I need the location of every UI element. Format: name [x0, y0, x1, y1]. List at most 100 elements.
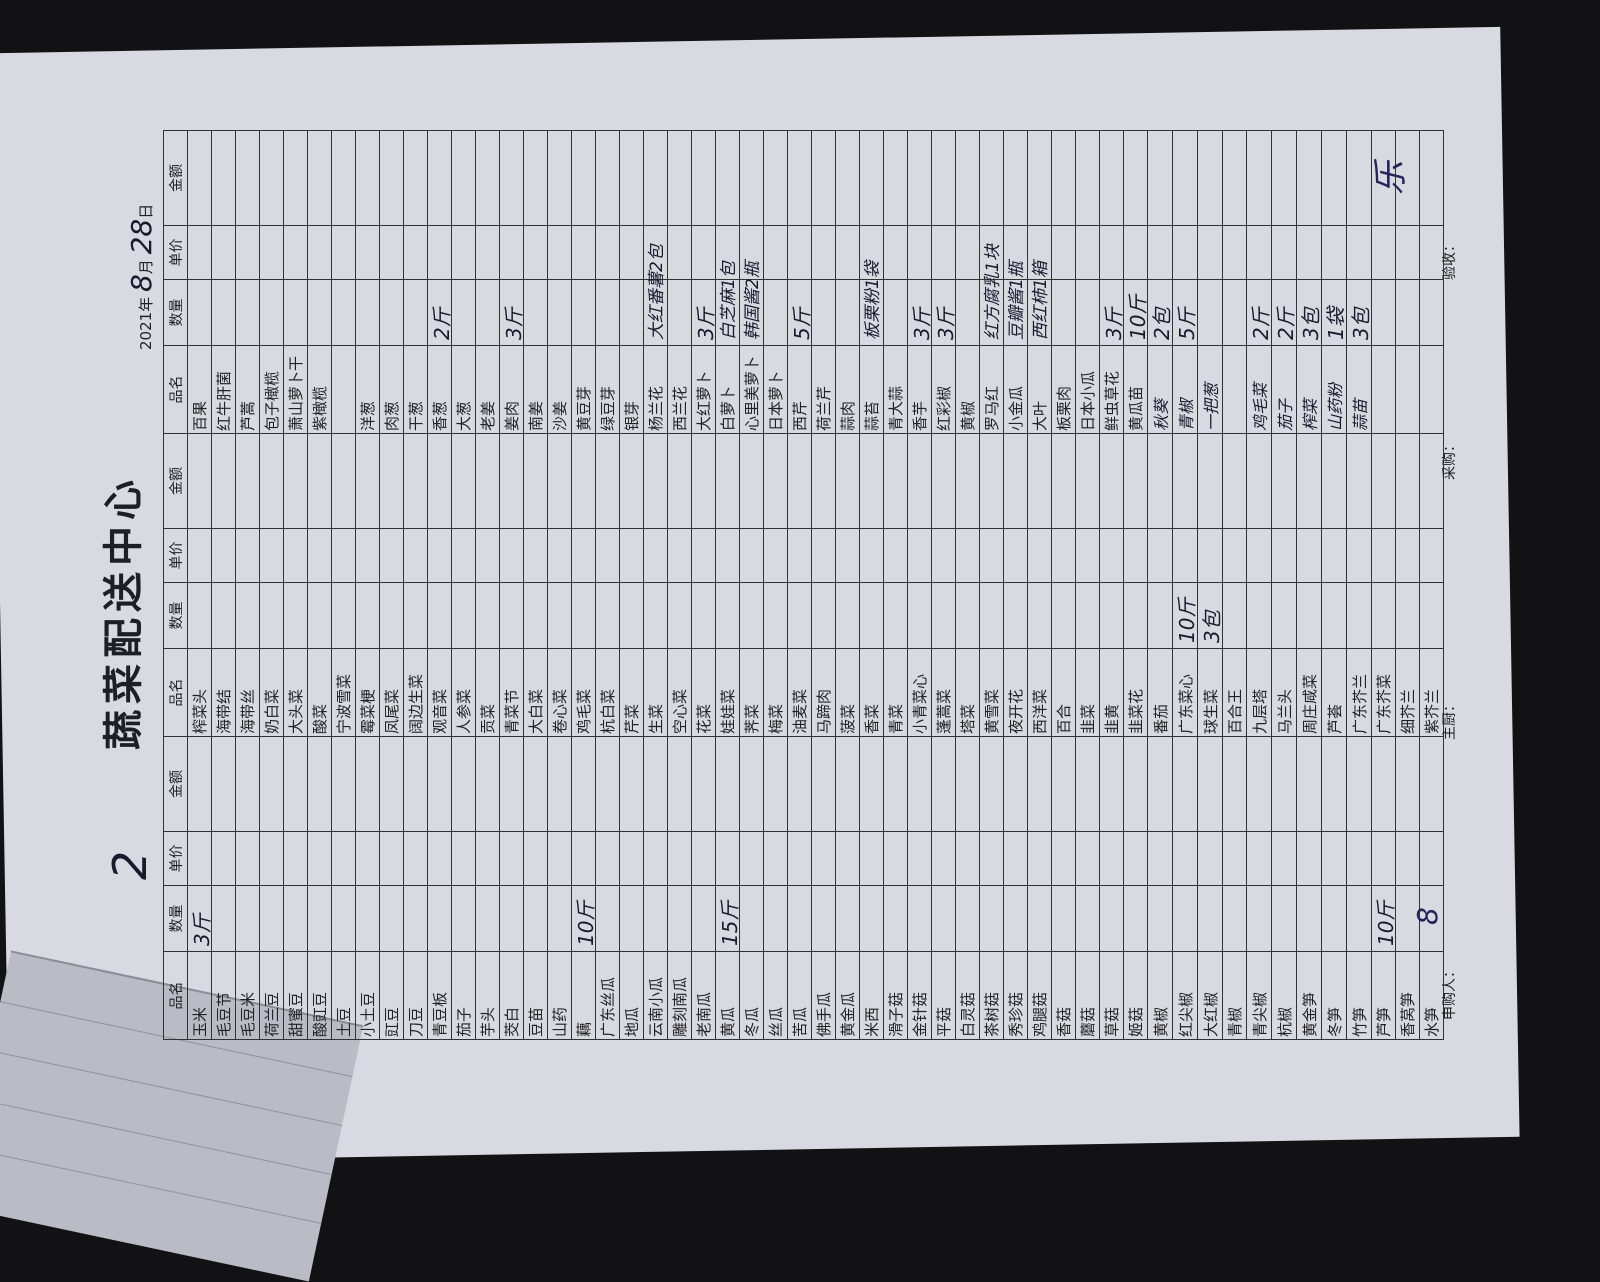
item-unit-price[interactable] [571, 225, 596, 280]
item-unit-price[interactable] [331, 528, 356, 583]
item-quantity[interactable] [763, 582, 788, 649]
item-amount[interactable] [883, 736, 908, 832]
item-quantity[interactable] [1027, 582, 1052, 649]
item-amount[interactable] [811, 736, 836, 832]
item-amount[interactable] [859, 130, 884, 226]
item-unit-price[interactable] [1075, 528, 1100, 583]
item-amount[interactable] [883, 433, 908, 529]
item-amount[interactable] [1051, 736, 1076, 832]
item-unit-price[interactable] [1172, 831, 1198, 886]
item-unit-price[interactable] [1123, 528, 1148, 583]
item-amount[interactable] [691, 130, 716, 226]
item-unit-price[interactable] [427, 831, 452, 886]
item-quantity[interactable] [1246, 582, 1272, 649]
item-amount[interactable] [1296, 736, 1322, 832]
item-quantity[interactable]: 3斤 [931, 279, 958, 346]
item-amount[interactable] [523, 736, 548, 832]
item-unit-price[interactable] [595, 528, 620, 583]
item-amount[interactable] [691, 736, 716, 832]
item-unit-price[interactable] [931, 225, 956, 280]
item-unit-price[interactable] [283, 528, 308, 583]
item-amount[interactable] [235, 433, 260, 529]
item-unit-price[interactable] [1222, 528, 1247, 583]
item-quantity[interactable] [1371, 279, 1396, 346]
item-quantity[interactable] [355, 885, 380, 952]
item-unit-price[interactable] [475, 831, 500, 886]
item-quantity[interactable] [595, 279, 620, 346]
item-unit-price[interactable] [1395, 831, 1420, 886]
item-quantity[interactable] [379, 582, 404, 649]
item-amount[interactable] [307, 433, 332, 529]
item-unit-price[interactable] [259, 528, 284, 583]
item-quantity[interactable] [1075, 885, 1100, 952]
item-quantity[interactable] [211, 885, 236, 952]
item-amount[interactable] [403, 736, 428, 832]
item-quantity[interactable] [235, 885, 260, 952]
item-unit-price[interactable] [571, 831, 596, 886]
item-amount[interactable] [1246, 736, 1272, 832]
item-amount[interactable] [1246, 433, 1272, 529]
item-quantity[interactable] [979, 582, 1004, 649]
item-quantity[interactable] [307, 582, 332, 649]
item-unit-price[interactable] [691, 831, 716, 886]
item-unit-price[interactable] [1051, 528, 1076, 583]
item-amount[interactable] [211, 736, 236, 832]
item-amount[interactable] [1051, 130, 1076, 226]
item-unit-price[interactable] [475, 225, 500, 280]
item-unit-price[interactable] [931, 831, 956, 886]
item-quantity[interactable]: 3斤 [499, 279, 526, 346]
item-quantity[interactable] [499, 582, 524, 649]
item-quantity[interactable] [475, 885, 500, 952]
item-quantity[interactable] [811, 885, 836, 952]
item-quantity[interactable] [331, 885, 356, 952]
item-amount[interactable] [1147, 433, 1173, 529]
item-quantity[interactable] [835, 279, 860, 346]
item-amount[interactable] [451, 433, 476, 529]
item-unit-price[interactable] [379, 831, 404, 886]
item-unit-price[interactable] [1371, 831, 1396, 886]
item-quantity[interactable]: 3斤 [907, 279, 934, 346]
item-quantity[interactable]: 板栗粉1袋 [859, 261, 884, 346]
item-amount[interactable] [307, 130, 332, 226]
item-unit-price[interactable] [1271, 528, 1297, 583]
item-quantity[interactable] [667, 885, 692, 952]
item-amount[interactable] [259, 433, 284, 529]
item-quantity[interactable]: 韩国酱2瓶 [739, 261, 764, 346]
item-unit-price[interactable] [427, 528, 452, 583]
item-unit-price[interactable] [1099, 528, 1124, 583]
item-amount[interactable] [715, 433, 740, 529]
item-unit-price[interactable] [787, 528, 812, 583]
item-unit-price[interactable] [739, 831, 764, 886]
item-amount[interactable] [931, 130, 956, 226]
item-quantity[interactable] [1321, 885, 1347, 952]
item-quantity[interactable] [667, 279, 692, 346]
item-quantity[interactable] [547, 582, 572, 649]
item-unit-price[interactable] [1371, 225, 1396, 280]
item-quantity[interactable] [235, 279, 260, 346]
item-amount[interactable] [283, 130, 308, 226]
item-unit-price[interactable] [1123, 831, 1148, 886]
item-amount[interactable] [499, 736, 524, 832]
item-unit-price[interactable] [619, 528, 644, 583]
item-amount[interactable] [667, 433, 692, 529]
item-amount[interactable] [451, 736, 476, 832]
item-unit-price[interactable] [331, 225, 356, 280]
item-quantity[interactable] [1296, 885, 1322, 952]
item-unit-price[interactable] [955, 831, 980, 886]
item-unit-price[interactable] [211, 225, 236, 280]
item-quantity[interactable] [1197, 885, 1223, 952]
item-quantity[interactable] [619, 279, 644, 346]
item-amount[interactable] [907, 736, 932, 832]
item-amount[interactable] [1296, 433, 1322, 529]
item-amount[interactable] [763, 736, 788, 832]
item-quantity[interactable]: 3斤 [691, 279, 718, 346]
item-unit-price[interactable] [619, 225, 644, 280]
item-amount[interactable] [667, 130, 692, 226]
item-amount[interactable] [955, 433, 980, 529]
item-amount[interactable] [715, 736, 740, 832]
item-quantity[interactable]: 10斤 [1172, 582, 1199, 649]
item-quantity[interactable] [667, 582, 692, 649]
item-quantity[interactable] [1003, 885, 1028, 952]
item-quantity[interactable] [763, 279, 788, 346]
item-amount[interactable] [1371, 433, 1396, 529]
